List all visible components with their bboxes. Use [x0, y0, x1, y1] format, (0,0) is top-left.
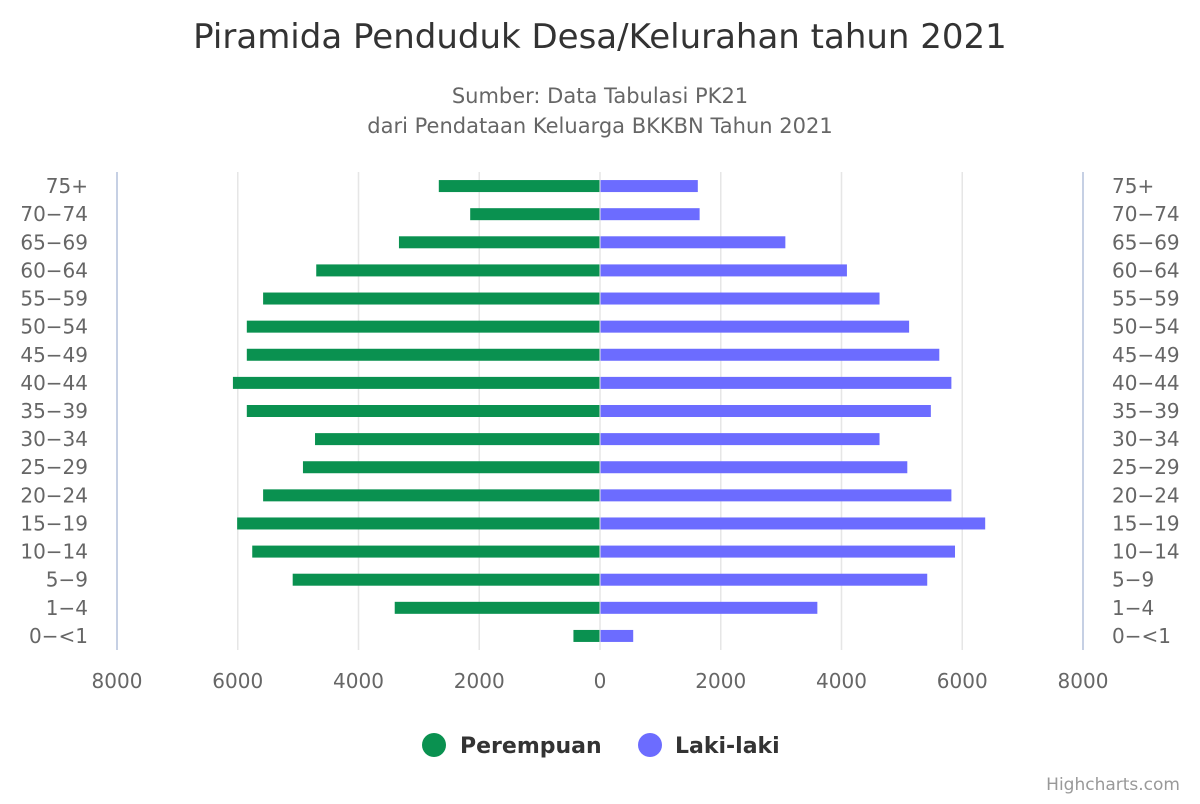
- category-axis-labels: 75+ 75+ 70−74 70−74 65−69 65−69 60−64 60−64 55−5…: [20, 174, 1179, 648]
- y-label-right: 10−14: [1112, 540, 1180, 564]
- bar-perempuan-70-74: [470, 208, 600, 221]
- bar-laki-laki-15-19: [600, 517, 986, 530]
- bar-laki-laki-50-54: [600, 320, 910, 333]
- y-label-left: 15−19: [20, 511, 88, 535]
- y-label-left: 60−64: [20, 258, 88, 282]
- bar-laki-laki-65-69: [600, 236, 786, 249]
- bar-perempuan-65-69: [398, 236, 600, 249]
- y-label-left: 70−74: [20, 202, 88, 226]
- y-label-right: 25−29: [1112, 455, 1180, 479]
- bar-perempuan-30-34: [315, 433, 600, 446]
- chart-subtitle-line-1: Sumber: Data Tabulasi PK21: [452, 84, 748, 108]
- y-label-left: 0−<1: [29, 624, 88, 648]
- bar-perempuan-50-54: [246, 320, 600, 333]
- bar-perempuan-60-64: [316, 264, 600, 277]
- y-label-left: 1−4: [46, 596, 88, 620]
- y-label-left: 30−34: [20, 427, 88, 451]
- y-label-left: 40−44: [20, 371, 88, 395]
- value-axis-labels: 8000 6000 4000 2000 0 2000 4000 6000 8000: [92, 669, 1109, 693]
- bar-laki-laki-30-34: [600, 433, 880, 446]
- legend-marker-laki-laki[interactable]: [638, 733, 662, 757]
- bar-laki-laki-10-14: [600, 545, 956, 558]
- y-label-left: 25−29: [20, 455, 88, 479]
- x-tick-label: 2000: [695, 669, 746, 693]
- bar-perempuan-5-9: [292, 573, 600, 586]
- legend[interactable]: Perempuan Laki-laki: [422, 733, 780, 759]
- y-label-left: 5−9: [46, 568, 88, 592]
- bar-perempuan-75-: [438, 180, 600, 193]
- bar-perempuan-0-1: [573, 629, 600, 642]
- y-label-left: 20−24: [20, 483, 88, 507]
- legend-label-laki-laki[interactable]: Laki-laki: [675, 734, 780, 759]
- legend-label-perempuan[interactable]: Perempuan: [460, 734, 602, 759]
- bar-perempuan-10-14: [252, 545, 600, 558]
- x-tick-label: 6000: [937, 669, 988, 693]
- y-label-right: 65−69: [1112, 230, 1180, 254]
- y-label-right: 70−74: [1112, 202, 1180, 226]
- credits-link[interactable]: Highcharts.com: [1046, 775, 1180, 795]
- chart-title: Piramida Penduduk Desa/Kelurahan tahun 2…: [193, 17, 1007, 57]
- y-label-left: 55−59: [20, 287, 88, 311]
- y-label-left: 65−69: [20, 230, 88, 254]
- bar-laki-laki-70-74: [600, 208, 700, 221]
- y-label-right: 45−49: [1112, 343, 1180, 367]
- y-label-right: 60−64: [1112, 258, 1180, 282]
- x-tick-label: 6000: [212, 669, 263, 693]
- bar-laki-laki-55-59: [600, 292, 880, 305]
- bar-laki-laki-45-49: [600, 348, 940, 361]
- y-label-right: 30−34: [1112, 427, 1180, 451]
- y-label-right: 20−24: [1112, 483, 1180, 507]
- bar-perempuan-35-39: [246, 405, 600, 417]
- bar-series: [232, 180, 986, 642]
- y-label-right: 50−54: [1112, 315, 1180, 339]
- legend-marker-perempuan[interactable]: [422, 733, 446, 757]
- x-tick-label: 8000: [1058, 669, 1109, 693]
- bar-perempuan-25-29: [302, 461, 600, 474]
- bar-perempuan-15-19: [237, 517, 600, 530]
- bar-laki-laki-5-9: [600, 573, 928, 586]
- y-label-left: 45−49: [20, 343, 88, 367]
- y-label-left: 35−39: [20, 399, 88, 423]
- bar-laki-laki-1-4: [600, 601, 818, 614]
- bar-perempuan-45-49: [246, 348, 600, 361]
- y-label-left: 10−14: [20, 540, 88, 564]
- x-tick-label: 8000: [92, 669, 143, 693]
- y-label-right: 35−39: [1112, 399, 1180, 423]
- x-tick-label: 0: [594, 669, 607, 693]
- chart-subtitle-line-2: dari Pendataan Keluarga BKKBN Tahun 2021: [367, 114, 832, 138]
- y-label-right: 1−4: [1112, 596, 1154, 620]
- y-label-left: 50−54: [20, 315, 88, 339]
- bar-laki-laki-0-1: [600, 629, 634, 642]
- y-label-right: 40−44: [1112, 371, 1180, 395]
- y-label-right: 5−9: [1112, 568, 1154, 592]
- y-label-left: 75+: [46, 174, 88, 198]
- bar-laki-laki-35-39: [600, 405, 931, 417]
- y-label-right: 0−<1: [1112, 624, 1171, 648]
- bar-laki-laki-25-29: [600, 461, 908, 474]
- bar-laki-laki-60-64: [600, 264, 847, 277]
- y-label-right: 55−59: [1112, 287, 1180, 311]
- x-tick-label: 4000: [816, 669, 867, 693]
- bar-perempuan-40-44: [232, 376, 600, 389]
- bar-laki-laki-20-24: [600, 489, 952, 502]
- x-tick-label: 2000: [454, 669, 505, 693]
- x-tick-label: 4000: [333, 669, 384, 693]
- bar-laki-laki-75-: [600, 180, 698, 193]
- bar-laki-laki-40-44: [600, 376, 952, 389]
- bar-perempuan-20-24: [263, 489, 600, 502]
- bar-perempuan-1-4: [394, 601, 600, 614]
- y-label-right: 75+: [1112, 174, 1154, 198]
- bar-perempuan-55-59: [263, 292, 600, 305]
- y-label-right: 15−19: [1112, 511, 1180, 535]
